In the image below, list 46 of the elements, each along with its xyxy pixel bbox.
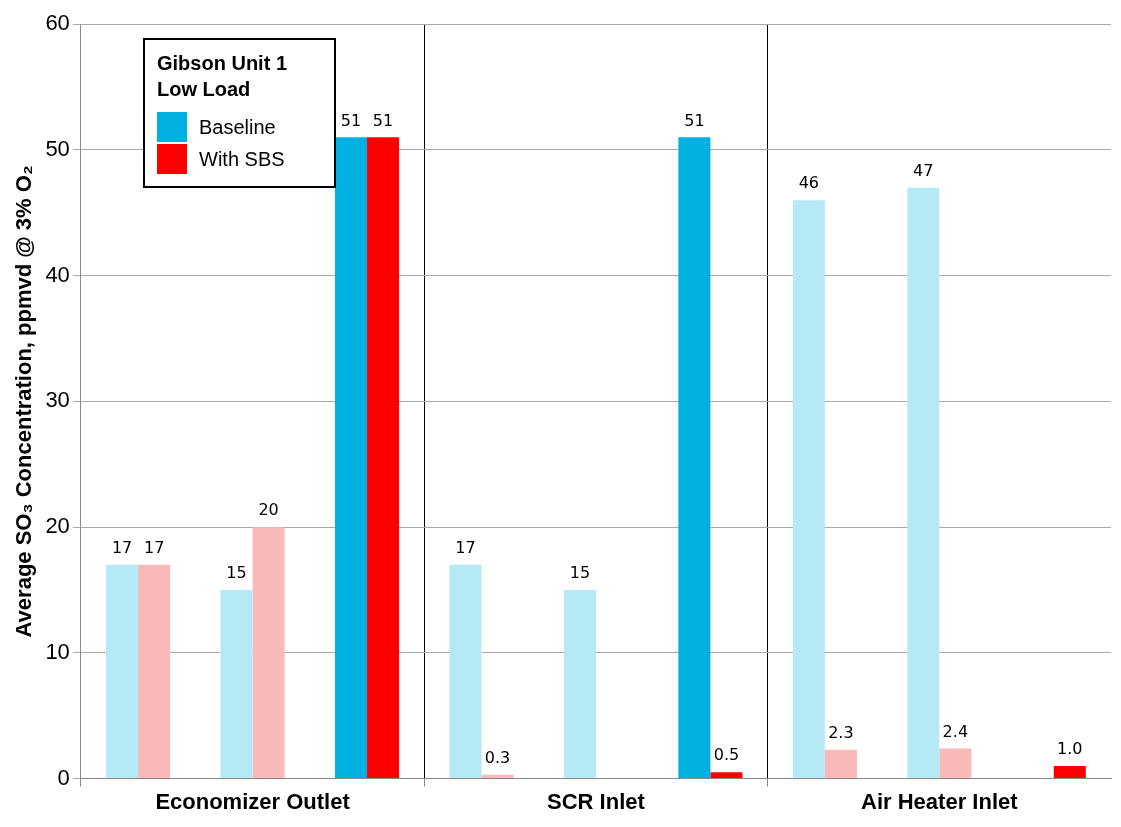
bar <box>710 772 743 779</box>
bar <box>1053 766 1086 779</box>
bar <box>824 749 857 779</box>
data-label: 46 <box>798 173 820 193</box>
data-label: 51 <box>340 110 362 130</box>
bar <box>792 200 825 779</box>
bar <box>449 564 482 779</box>
y-tick-label: 50 <box>45 136 70 161</box>
data-label: 17 <box>455 538 476 558</box>
data-label: 17 <box>111 538 133 558</box>
x-tick-label: Air Heater Inlet <box>861 788 1019 814</box>
legend-label: With SBS <box>199 147 285 171</box>
data-label: 0.3 <box>484 747 511 767</box>
data-label: 15 <box>569 563 591 583</box>
legend-title: Gibson Unit 1 Low Load <box>157 51 288 102</box>
data-label: 47 <box>913 160 934 180</box>
bar <box>939 748 972 779</box>
data-label: 17 <box>143 538 165 558</box>
legend-label: Baseline <box>199 115 276 139</box>
data-label: 2.4 <box>942 721 969 741</box>
y-tick-label: 60 <box>45 10 70 36</box>
data-label: 15 <box>226 563 247 583</box>
data-label: 51 <box>684 110 705 130</box>
y-tick-label: 20 <box>45 513 70 539</box>
bar <box>106 564 139 779</box>
y-axis-title: Average SO₃ Concentration, ppmvd @ 3% O₂ <box>11 165 37 638</box>
x-tick-label: Economizer Outlet <box>155 788 351 814</box>
bar <box>481 774 514 779</box>
data-label: 2.3 <box>828 722 854 742</box>
y-tick-label: 30 <box>45 387 70 413</box>
bar <box>907 187 940 779</box>
bar <box>252 527 285 779</box>
x-tick-label: SCR Inlet <box>547 788 646 814</box>
bar <box>334 137 368 779</box>
data-label: 1.0 <box>1057 739 1083 759</box>
y-tick-label: 0 <box>57 764 70 790</box>
data-label: 51 <box>372 110 394 130</box>
bar <box>563 590 596 779</box>
bar <box>367 137 400 779</box>
y-tick-label: 40 <box>45 261 70 287</box>
bar <box>138 564 171 779</box>
data-label: 20 <box>258 500 279 520</box>
y-tick-label: 10 <box>45 638 70 664</box>
data-label: 0.5 <box>713 745 740 765</box>
bar <box>220 590 253 779</box>
bar <box>678 137 711 779</box>
